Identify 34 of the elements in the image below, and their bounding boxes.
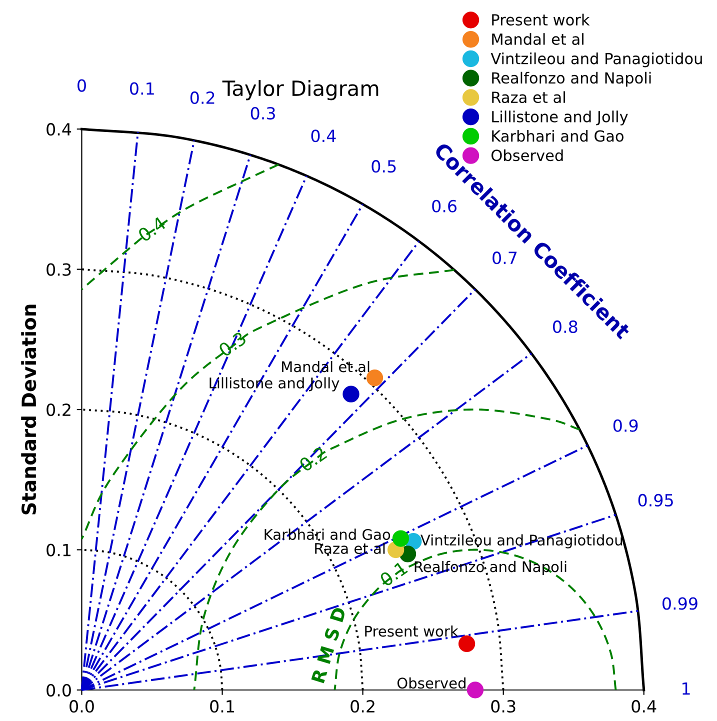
text: 0.99 [662,597,698,610]
y-axis-title: Standard Deviation [21,304,36,514]
annotation: 0.4 [311,130,336,142]
annotation: 0.5 [372,160,396,173]
text: Observed [397,677,466,689]
x-tick-label: 0.3 [491,700,516,713]
text: Present work [365,625,458,637]
y-tick-label: 0.1 [46,544,70,556]
x-tick-label: 0.1 [210,700,234,713]
text: 0.3 [250,106,275,120]
annotation: 0.95 [638,494,673,507]
text: 0 [78,79,86,92]
annotation: 0.9 [613,419,638,432]
y-tick-label: 0.4 [46,123,72,136]
legend-label: Present work [492,14,590,26]
text: 1 [682,682,690,695]
text: 0.2 [190,91,214,104]
annotation: 0.7 [492,252,517,264]
legend-label: Lillistone and Jolly [492,110,628,126]
y-tick-label: 0.3 [46,263,71,276]
x-tick-label: 0.4 [632,700,656,713]
chart-title: Taylor Diagram [222,80,378,100]
legend-label: Karbhari and Gao [492,130,624,142]
text: Raza et al [315,542,385,554]
text: 0.1 [130,82,154,95]
x-tick-label: 0.0 [70,700,94,713]
y-tick-label: 0.2 [46,403,70,416]
annotation: R M S D [311,606,346,684]
legend-label: Raza et al [492,91,565,104]
legend-label: Vintzileou and Panagiotidou [490,52,702,68]
y-tick-label: 0.0 [46,684,71,697]
legend-label: Mandal et al [492,33,584,45]
x-tick-label: 0.2 [350,700,374,713]
legend-label: Realfonzo and Napoli [492,72,651,87]
